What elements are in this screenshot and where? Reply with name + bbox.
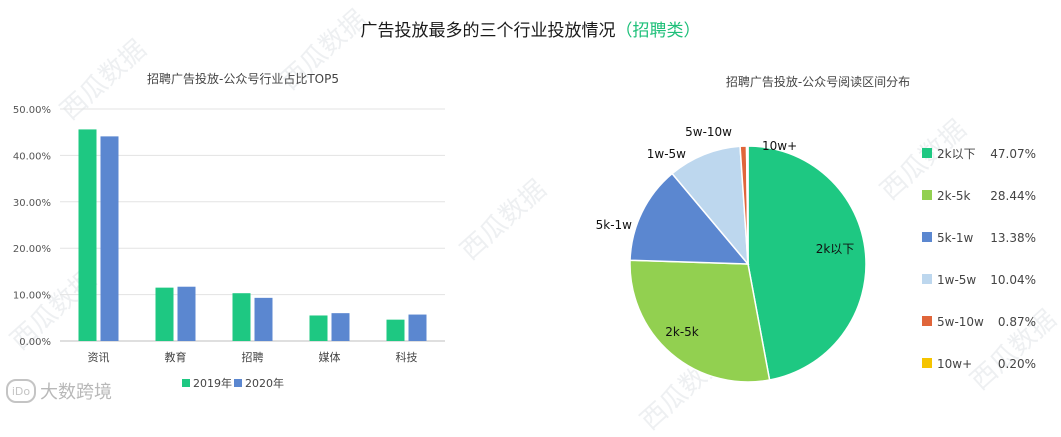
page-title: 广告投放最多的三个行业投放情况（招聘类） [0, 16, 1061, 41]
bar-2020年-科技 [408, 314, 427, 341]
brand-logo: iDo 大数跨境 [6, 378, 112, 404]
bar-y-tick-label: 20.00% [13, 244, 51, 255]
bar-legend-label: 2020年 [245, 376, 284, 390]
bar-legend-label: 2019年 [193, 376, 232, 390]
bar-y-tick-label: 30.00% [13, 198, 51, 209]
bar-y-tick-label: 0.00% [19, 337, 51, 348]
bar-y-tick-label: 40.00% [13, 151, 51, 162]
bar-x-tick-label: 科技 [396, 350, 418, 364]
page-title-highlight: （招聘类） [615, 21, 701, 41]
bar-y-tick-label: 10.00% [13, 291, 51, 302]
bar-2019年-媒体 [309, 315, 328, 341]
bar-2020年-招聘 [254, 297, 273, 341]
bar-2019年-资讯 [78, 129, 97, 341]
brand-logo-text: 大数跨境 [40, 382, 112, 403]
bar-y-tick-label: 50.00% [13, 105, 51, 116]
brand-logo-icon: iDo [6, 379, 36, 403]
bar-x-tick-label: 媒体 [319, 350, 341, 364]
bar-2020年-教育 [177, 286, 196, 341]
bar-2020年-资讯 [100, 136, 119, 341]
page-title-main: 广告投放最多的三个行业投放情况 [360, 21, 616, 41]
bar-2019年-招聘 [232, 293, 251, 341]
bar-2020年-媒体 [331, 313, 350, 341]
bar-legend-swatch [234, 379, 242, 387]
bar-2019年-科技 [386, 319, 405, 341]
bar-x-tick-label: 教育 [165, 350, 187, 364]
bar-2019年-教育 [155, 287, 174, 341]
bar-legend-swatch [182, 379, 190, 387]
bar-x-tick-label: 招聘 [242, 350, 264, 364]
bar-x-tick-label: 资讯 [88, 351, 110, 364]
bar-chart: 招聘广告投放-公众号行业占比TOP5 0.00% 10.00% 20.00% 30.0… [13, 71, 445, 390]
bar-chart-title: 招聘广告投放-公众号行业占比TOP5 [147, 71, 339, 86]
